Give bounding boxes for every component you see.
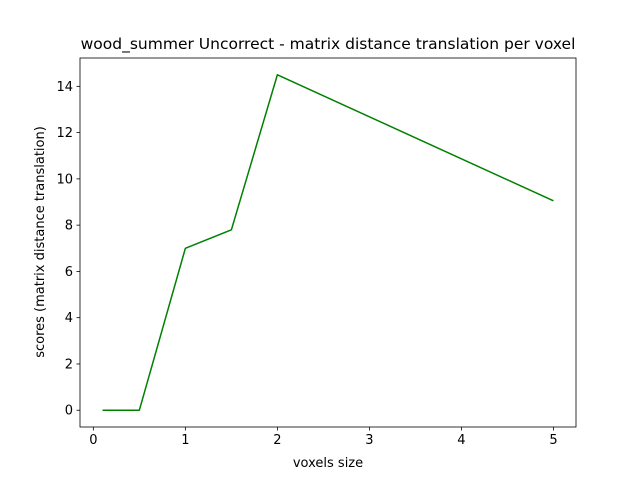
x-tick-label: 5	[549, 433, 557, 448]
chart-title: wood_summer Uncorrect - matrix distance …	[81, 35, 576, 54]
series-line-0	[102, 74, 554, 411]
x-tick-label: 1	[181, 433, 189, 448]
x-tick-label: 0	[89, 433, 97, 448]
x-tick-label: 3	[365, 433, 373, 448]
plot-area	[79, 57, 577, 428]
x-axis-ticks: 0 1 2 3 4 5	[89, 427, 558, 448]
y-tick-label: 6	[65, 265, 73, 280]
x-tick-label: 2	[273, 433, 281, 448]
y-axis-ticks: 0 2 4 6 8 10 12 14	[56, 80, 80, 419]
y-tick-label: 14	[56, 80, 73, 95]
y-tick-label: 12	[56, 126, 73, 141]
y-tick-label: 10	[56, 172, 73, 187]
y-tick-label: 8	[65, 219, 73, 234]
y-tick-label: 4	[65, 311, 73, 326]
y-tick-label: 0	[65, 404, 73, 419]
y-tick-label: 2	[65, 357, 73, 372]
y-axis-label: scores (matrix distance translation)	[33, 126, 48, 358]
plot-frame	[79, 57, 577, 428]
x-axis-label: voxels size	[293, 456, 363, 471]
x-tick-label: 4	[457, 433, 465, 448]
